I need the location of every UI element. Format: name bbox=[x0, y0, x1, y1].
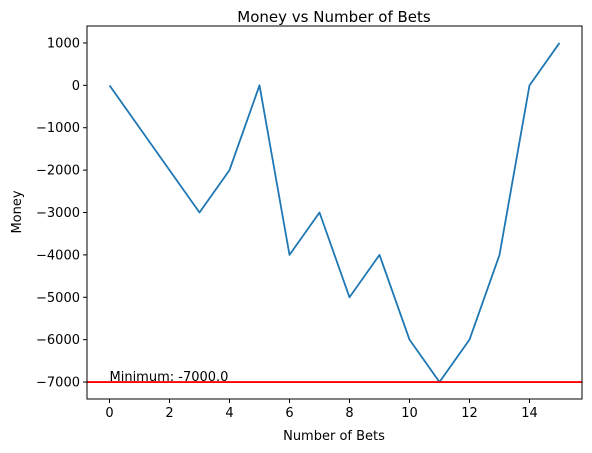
y-tick-label: −7000 bbox=[36, 376, 80, 391]
x-tick-label: 10 bbox=[401, 406, 418, 421]
y-tick-label: 1000 bbox=[47, 36, 80, 51]
x-tick-label: 12 bbox=[461, 406, 478, 421]
x-axis-title: Number of Bets bbox=[283, 429, 385, 444]
plot-area: Minimum: -7000.0 bbox=[87, 42, 582, 385]
x-tick-label: 14 bbox=[521, 406, 538, 421]
y-tick-label: −6000 bbox=[36, 333, 80, 348]
x-tick-label: 6 bbox=[285, 406, 293, 421]
x-tick-label: 0 bbox=[105, 406, 113, 421]
y-tick-label: −5000 bbox=[36, 291, 80, 306]
series-line bbox=[108, 42, 561, 383]
x-tick-label: 8 bbox=[345, 406, 353, 421]
x-tick-label: 4 bbox=[225, 406, 233, 421]
y-tick-label: −2000 bbox=[36, 164, 80, 179]
y-tick-label: −3000 bbox=[36, 206, 80, 221]
axes-frame bbox=[86, 25, 583, 400]
y-axis-title: Money bbox=[10, 190, 25, 233]
y-tick-label: −1000 bbox=[36, 121, 80, 136]
minimum-annotation: Minimum: -7000.0 bbox=[110, 370, 229, 385]
y-tick-label: −4000 bbox=[36, 248, 80, 263]
x-tick-label: 2 bbox=[165, 406, 173, 421]
y-tick-label: 0 bbox=[72, 79, 80, 94]
chart-title: Money vs Number of Bets bbox=[237, 8, 431, 26]
